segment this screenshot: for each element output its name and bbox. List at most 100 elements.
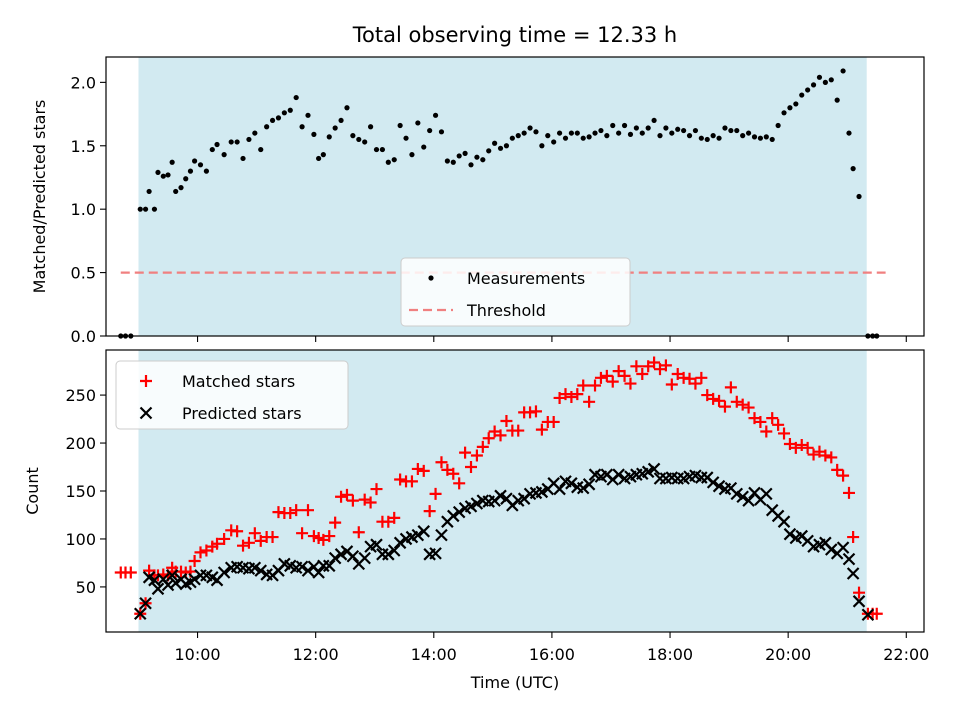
data-point — [571, 388, 584, 401]
data-point — [254, 564, 268, 577]
data-point — [840, 68, 846, 74]
data-point — [335, 490, 348, 503]
data-point — [616, 130, 622, 136]
data-point — [231, 525, 244, 538]
data-point — [816, 74, 823, 80]
data-point — [187, 168, 194, 174]
series-measurements — [118, 68, 880, 339]
data-point — [352, 526, 365, 539]
data-point — [329, 516, 342, 529]
data-point — [692, 127, 699, 134]
data-point — [659, 359, 672, 372]
data-point — [795, 438, 808, 451]
data-point — [367, 124, 374, 130]
data-point — [287, 107, 293, 113]
data-point — [556, 130, 563, 136]
data-point — [606, 375, 619, 388]
y-tick-label: 0.0 — [71, 327, 96, 346]
data-point — [476, 440, 489, 453]
data-point — [429, 487, 442, 500]
data-point — [142, 206, 149, 212]
data-point — [397, 122, 403, 129]
data-point — [819, 449, 832, 462]
y-tick-label: 1.5 — [71, 137, 96, 156]
data-point — [474, 154, 480, 160]
data-point — [651, 117, 657, 124]
data-point — [610, 122, 616, 129]
series-predicted-stars — [133, 462, 875, 622]
legend-label: Threshold — [466, 301, 546, 320]
data-point — [387, 544, 401, 557]
data-point — [146, 188, 152, 195]
data-point — [435, 528, 448, 542]
data-point — [411, 462, 424, 475]
data-point — [178, 185, 184, 191]
data-point — [358, 551, 371, 565]
data-point — [356, 136, 362, 143]
x-tick-label: 20:00 — [765, 645, 811, 664]
data-point — [853, 586, 866, 599]
data-point — [326, 134, 332, 140]
data-point — [486, 148, 492, 154]
data-point — [736, 398, 749, 411]
data-point — [165, 569, 179, 582]
data-point — [521, 130, 527, 136]
data-point — [515, 133, 521, 139]
data-point — [535, 423, 548, 436]
data-point — [639, 130, 645, 136]
data-point — [551, 139, 557, 145]
data-point — [766, 412, 779, 425]
data-point — [742, 401, 755, 414]
data-point — [751, 134, 758, 140]
data-point — [322, 559, 336, 573]
data-point — [589, 379, 602, 392]
data-point — [805, 87, 811, 93]
x-tick-label: 14:00 — [411, 645, 457, 664]
data-point — [509, 135, 515, 141]
data-point — [217, 566, 231, 579]
legend-label: Measurements — [467, 269, 585, 288]
data-point — [447, 509, 460, 523]
data-point — [293, 94, 299, 101]
data-point — [663, 125, 669, 131]
y-tick-label: 150 — [65, 482, 96, 501]
data-point — [234, 139, 240, 145]
data-point — [657, 133, 663, 139]
data-point — [214, 141, 220, 148]
data-point — [151, 206, 158, 212]
data-point — [831, 463, 844, 476]
data-point — [824, 543, 838, 556]
data-point — [636, 367, 649, 380]
data-point — [568, 130, 575, 136]
data-point — [452, 505, 466, 519]
data-point — [669, 130, 675, 136]
data-point — [464, 461, 477, 474]
data-point — [500, 414, 513, 427]
data-point — [710, 133, 716, 139]
data-point — [370, 538, 383, 551]
data-point — [275, 115, 282, 121]
data-point — [799, 92, 805, 98]
data-point — [842, 486, 855, 499]
data-point — [328, 551, 342, 565]
data-point — [405, 475, 418, 488]
data-point — [391, 157, 397, 163]
x-axis-label: Time (UTC) — [470, 673, 559, 692]
data-point — [435, 456, 448, 469]
data-point — [801, 441, 814, 454]
data-point — [137, 206, 143, 212]
data-point — [713, 394, 726, 407]
chart-title: Total observing time = 12.33 h — [352, 23, 677, 47]
data-point — [783, 527, 797, 541]
data-point — [627, 131, 634, 137]
x-tick-label: 10:00 — [174, 645, 220, 664]
data-point — [707, 392, 720, 405]
data-point — [370, 483, 383, 496]
data-point — [834, 97, 840, 103]
data-point — [846, 130, 852, 136]
data-point — [228, 139, 234, 145]
legend: Matched stars Predicted stars — [115, 360, 349, 430]
data-point — [382, 548, 395, 561]
data-point — [462, 150, 468, 156]
data-point — [728, 127, 734, 134]
